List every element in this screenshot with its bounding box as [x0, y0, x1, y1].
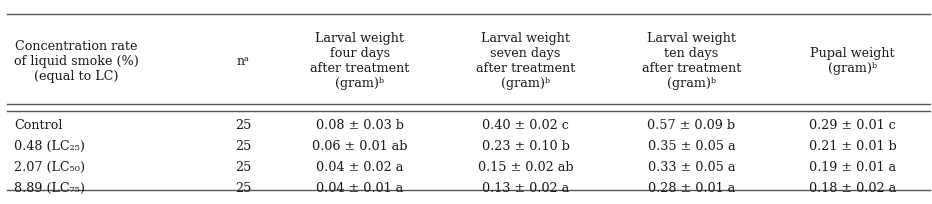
- Text: 8.89 (LC₇₅): 8.89 (LC₇₅): [14, 182, 85, 195]
- Text: 0.15 ± 0.02 ab: 0.15 ± 0.02 ab: [478, 161, 573, 174]
- Text: 0.08 ± 0.03 b: 0.08 ± 0.03 b: [316, 119, 404, 132]
- Text: 0.35 ± 0.05 a: 0.35 ± 0.05 a: [648, 140, 735, 153]
- Text: 0.21 ± 0.01 b: 0.21 ± 0.01 b: [809, 140, 897, 153]
- Text: 25: 25: [235, 119, 252, 132]
- Text: 0.19 ± 0.01 a: 0.19 ± 0.01 a: [809, 161, 897, 174]
- Text: 0.48 (LC₂₅): 0.48 (LC₂₅): [14, 140, 85, 153]
- Text: 0.40 ± 0.02 c: 0.40 ± 0.02 c: [482, 119, 569, 132]
- Text: 25: 25: [235, 140, 252, 153]
- Text: 0.23 ± 0.10 b: 0.23 ± 0.10 b: [482, 140, 569, 153]
- Text: 0.06 ± 0.01 ab: 0.06 ± 0.01 ab: [312, 140, 407, 153]
- Text: 0.18 ± 0.02 a: 0.18 ± 0.02 a: [809, 182, 897, 195]
- Text: 2.07 (LC₅₀): 2.07 (LC₅₀): [14, 161, 85, 174]
- Text: Larval weight
seven days
after treatment
(gram)ᵇ: Larval weight seven days after treatment…: [476, 32, 575, 90]
- Text: nᵃ: nᵃ: [237, 54, 250, 68]
- Text: Pupal weight
(gram)ᵇ: Pupal weight (gram)ᵇ: [811, 47, 895, 75]
- Text: 25: 25: [235, 161, 252, 174]
- Text: 0.57 ± 0.09 b: 0.57 ± 0.09 b: [648, 119, 735, 132]
- Text: 0.28 ± 0.01 a: 0.28 ± 0.01 a: [648, 182, 735, 195]
- Text: 25: 25: [235, 182, 252, 195]
- Text: 0.33 ± 0.05 a: 0.33 ± 0.05 a: [648, 161, 735, 174]
- Text: 0.29 ± 0.01 c: 0.29 ± 0.01 c: [809, 119, 897, 132]
- Text: 0.04 ± 0.01 a: 0.04 ± 0.01 a: [316, 182, 404, 195]
- Text: Larval weight
four days
after treatment
(gram)ᵇ: Larval weight four days after treatment …: [310, 32, 409, 90]
- Text: Control: Control: [14, 119, 62, 132]
- Text: Concentration rate
of liquid smoke (%)
(equal to LC): Concentration rate of liquid smoke (%) (…: [14, 40, 139, 83]
- Text: Larval weight
ten days
after treatment
(gram)ᵇ: Larval weight ten days after treatment (…: [642, 32, 741, 90]
- Text: 0.13 ± 0.02 a: 0.13 ± 0.02 a: [482, 182, 569, 195]
- Text: 0.04 ± 0.02 a: 0.04 ± 0.02 a: [316, 161, 404, 174]
